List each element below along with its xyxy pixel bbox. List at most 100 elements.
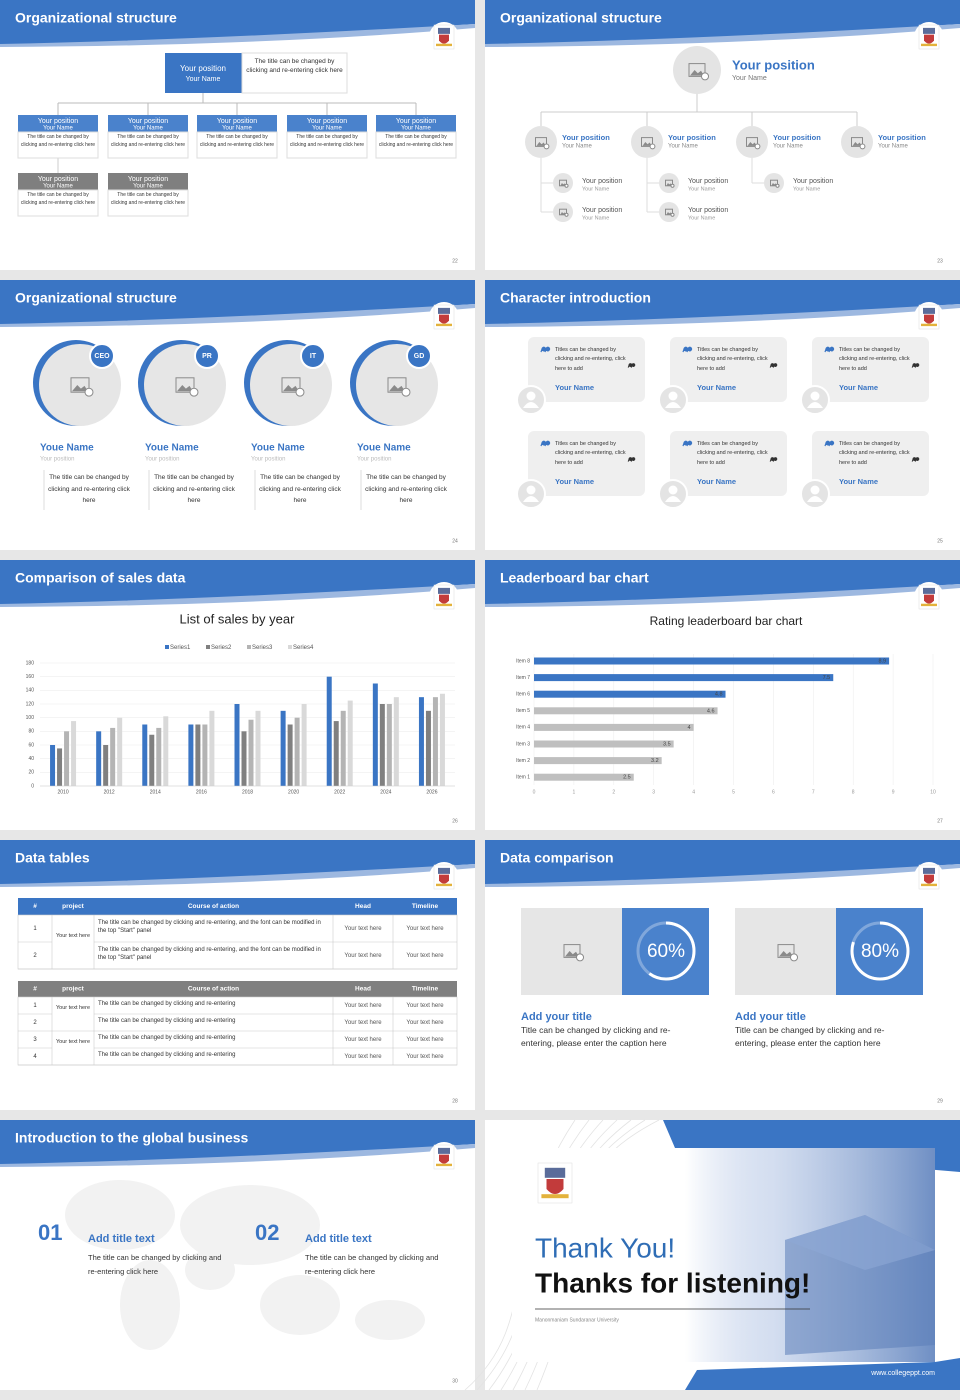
head-note-box: The title can be changed by clicking and… (246, 58, 342, 74)
avatar-head (668, 485, 678, 495)
bar (534, 723, 694, 731)
legend-swatch (206, 645, 210, 649)
slide-title: Organizational structure (500, 10, 662, 26)
box-name: Your Name (222, 126, 252, 132)
row-number: 1 (33, 926, 37, 932)
x-tick-label: 2016 (196, 789, 207, 795)
bar (248, 719, 254, 786)
map-shape (260, 1275, 340, 1335)
bar (96, 731, 102, 786)
image-icon-plus (754, 143, 761, 150)
x-tick-label: 6 (772, 789, 775, 795)
head-name: Your Name (732, 75, 767, 82)
bar (439, 693, 445, 786)
slide-title: Character introduction (500, 290, 651, 306)
avatar-body (523, 402, 539, 408)
avatar-body (665, 496, 681, 502)
logo-top (438, 1147, 450, 1154)
item-text-box: The title can be changed by clicking and… (88, 1253, 221, 1276)
person-note: The title can be changed by clicking and… (365, 474, 447, 505)
action-cell-box: The title can be changed by clicking and… (98, 1052, 236, 1058)
sub-position: Your position (793, 178, 833, 185)
photo-roof (785, 1215, 935, 1270)
image-icon-plus (670, 183, 675, 188)
page-number: 23 (937, 258, 943, 264)
bar (287, 724, 293, 786)
image-icon-mountain (666, 183, 672, 186)
person-note-box: The title can be changed by clicking and… (153, 474, 235, 504)
header-accent (485, 864, 960, 887)
action-cell: The title can be changed by clicking and… (98, 947, 321, 962)
box-note: The title can be changed by clicking and… (110, 134, 186, 148)
map-shape (185, 1250, 235, 1290)
sub-name: Your Name (688, 186, 715, 192)
page-number: 25 (937, 538, 943, 544)
person-name: Youe Name (40, 443, 94, 454)
box-name: Your Name (312, 126, 342, 132)
box-name: Your Name (43, 126, 73, 132)
project-cell: Your text here (55, 933, 91, 939)
image-icon-plus (700, 72, 710, 81)
avatar-body (807, 402, 823, 408)
sub-avatar (659, 173, 679, 193)
slide-title: Leaderboard bar chart (500, 570, 649, 586)
table-header-cell: Head (355, 903, 371, 910)
x-tick-label: 1 (573, 789, 576, 795)
card-name: Your Name (555, 477, 594, 486)
quote-mark (686, 440, 693, 447)
image-icon (665, 179, 673, 187)
item-title: Add title text (305, 1233, 372, 1245)
logo-shield (924, 34, 934, 44)
box-note-box: The title can be changed by clicking and… (379, 134, 453, 148)
logo-top (923, 307, 935, 314)
card-name: Your Name (697, 477, 736, 486)
bar (209, 710, 215, 786)
table-header-cell: project (62, 903, 85, 910)
box-name: Your Name (401, 126, 431, 132)
project-cell: Your text here (55, 1039, 91, 1045)
avatar-head (526, 485, 536, 495)
bar (534, 757, 662, 765)
item-text: The title can be changed by clicking and… (305, 1253, 439, 1276)
card-name: Your Name (555, 383, 594, 392)
table-header (18, 898, 457, 915)
head-cell: Your text here (344, 1020, 382, 1026)
member-avatar (841, 126, 873, 158)
x-tick-label: 7 (812, 789, 815, 795)
bar (534, 690, 726, 698)
value-label: 4.6 (707, 708, 715, 714)
project-cell-box: Your text here (55, 933, 91, 939)
value-label: 2.5 (623, 775, 631, 781)
page-number: 26 (452, 818, 458, 824)
bar (149, 734, 155, 786)
y-tick-label: Item 5 (516, 708, 530, 714)
item-text: Title can be changed by clicking and re-… (521, 1025, 671, 1049)
image-icon-mountain (565, 951, 579, 957)
percent-label: 80% (861, 941, 899, 962)
sub-name: Your Name (688, 215, 715, 221)
card-quote: Titles can be changed by clicking and re… (697, 441, 768, 466)
action-cell-box: The title can be changed by clicking and… (98, 1035, 235, 1041)
image-icon-mountain (560, 212, 566, 215)
timeline-cell: Your text here (406, 1037, 444, 1043)
image-icon-mountain (560, 183, 566, 186)
box-header (108, 173, 188, 190)
box-note-box: The title can be changed by clicking and… (200, 134, 274, 148)
logo-shield (924, 594, 934, 604)
bar (163, 716, 169, 786)
y-tick-label: 160 (26, 674, 35, 680)
badge-label: GD (414, 353, 425, 360)
bar (534, 707, 718, 715)
action-cell: The title can be changed by clicking and… (98, 1052, 236, 1058)
timeline-cell: Your text here (406, 1054, 444, 1060)
member-name: Your Name (668, 144, 698, 150)
page-number: 22 (452, 258, 458, 264)
logo-shield (439, 1154, 449, 1164)
row-number: 3 (33, 1037, 37, 1043)
sub-name: Your Name (582, 186, 609, 192)
card-quote: Titles can be changed by clicking and re… (839, 347, 910, 372)
header-accent (485, 584, 960, 607)
card-quote-box: Titles can be changed by clicking and re… (839, 347, 910, 372)
image-icon (688, 63, 706, 77)
box-header (18, 115, 98, 132)
